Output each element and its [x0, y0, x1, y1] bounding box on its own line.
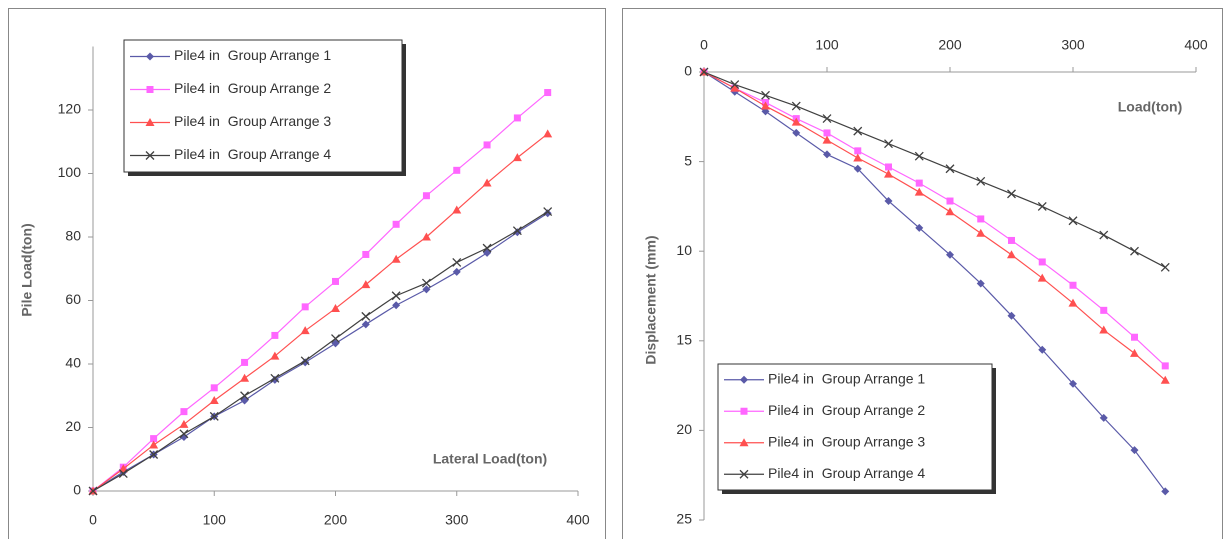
marker [241, 359, 248, 366]
marker [271, 332, 278, 339]
y-tick-label: 25 [676, 511, 692, 527]
marker [544, 89, 551, 96]
y-tick-label: 0 [684, 63, 692, 79]
marker [1131, 334, 1138, 341]
y-tick-label: 0 [73, 482, 81, 498]
y-tick-label: 5 [684, 152, 692, 168]
y-axis-title: Displacement (mm) [643, 235, 659, 364]
marker [1008, 237, 1015, 244]
legend-label: Pile4 in Group Arrange 4 [768, 465, 925, 481]
x-tick-label: 300 [1061, 37, 1085, 53]
marker [947, 198, 954, 205]
x-tick-label: 400 [566, 512, 590, 528]
marker [1039, 258, 1046, 265]
marker [1162, 362, 1169, 369]
marker [302, 303, 309, 310]
x-tick-label: 200 [324, 512, 348, 528]
marker [824, 129, 831, 136]
marker [332, 278, 339, 285]
x-tick-label: 300 [445, 512, 469, 528]
page: {"chart_data": [ {"type": "line", "x_lab… [0, 0, 1231, 539]
marker [484, 141, 491, 148]
y-tick-label: 120 [58, 101, 82, 117]
marker [514, 114, 521, 121]
x-tick-label: 0 [700, 37, 708, 53]
marker [977, 215, 984, 222]
x-tick-label: 0 [89, 512, 97, 528]
y-tick-label: 10 [676, 242, 692, 258]
y-tick-label: 15 [676, 332, 692, 348]
marker [916, 180, 923, 187]
y-tick-label: 80 [65, 228, 81, 244]
y-tick-label: 20 [65, 418, 81, 434]
legend-label: Pile4 in Group Arrange 3 [174, 113, 331, 129]
legend-label: Pile4 in Group Arrange 2 [174, 80, 331, 96]
y-tick-label: 100 [58, 164, 82, 180]
marker [1070, 282, 1077, 289]
legend-label: Pile4 in Group Arrange 1 [768, 370, 925, 386]
marker [393, 221, 400, 228]
x-tick-label: 100 [815, 37, 839, 53]
x-tick-label: 400 [1184, 37, 1208, 53]
marker [147, 86, 154, 93]
x-tick-label: 200 [938, 37, 962, 53]
y-tick-label: 60 [65, 291, 81, 307]
legend-label: Pile4 in Group Arrange 2 [768, 402, 925, 418]
charts: 0100200300400020406080100120Lateral Load… [0, 0, 1231, 539]
x-tick-label: 100 [203, 512, 227, 528]
y-tick-label: 40 [65, 355, 81, 371]
y-axis-title: Pile Load(ton) [19, 223, 35, 316]
marker [453, 167, 460, 174]
x-axis-title: Load(ton) [1118, 99, 1183, 115]
legend-label: Pile4 in Group Arrange 4 [174, 146, 331, 162]
x-axis-title: Lateral Load(ton) [433, 451, 547, 467]
marker [854, 147, 861, 154]
marker [362, 251, 369, 258]
marker [741, 408, 748, 415]
legend-label: Pile4 in Group Arrange 3 [768, 433, 925, 449]
marker [211, 384, 218, 391]
marker [423, 192, 430, 199]
marker [885, 163, 892, 170]
marker [180, 408, 187, 415]
marker [1100, 307, 1107, 314]
legend-label: Pile4 in Group Arrange 1 [174, 47, 331, 63]
y-tick-label: 20 [676, 421, 692, 437]
